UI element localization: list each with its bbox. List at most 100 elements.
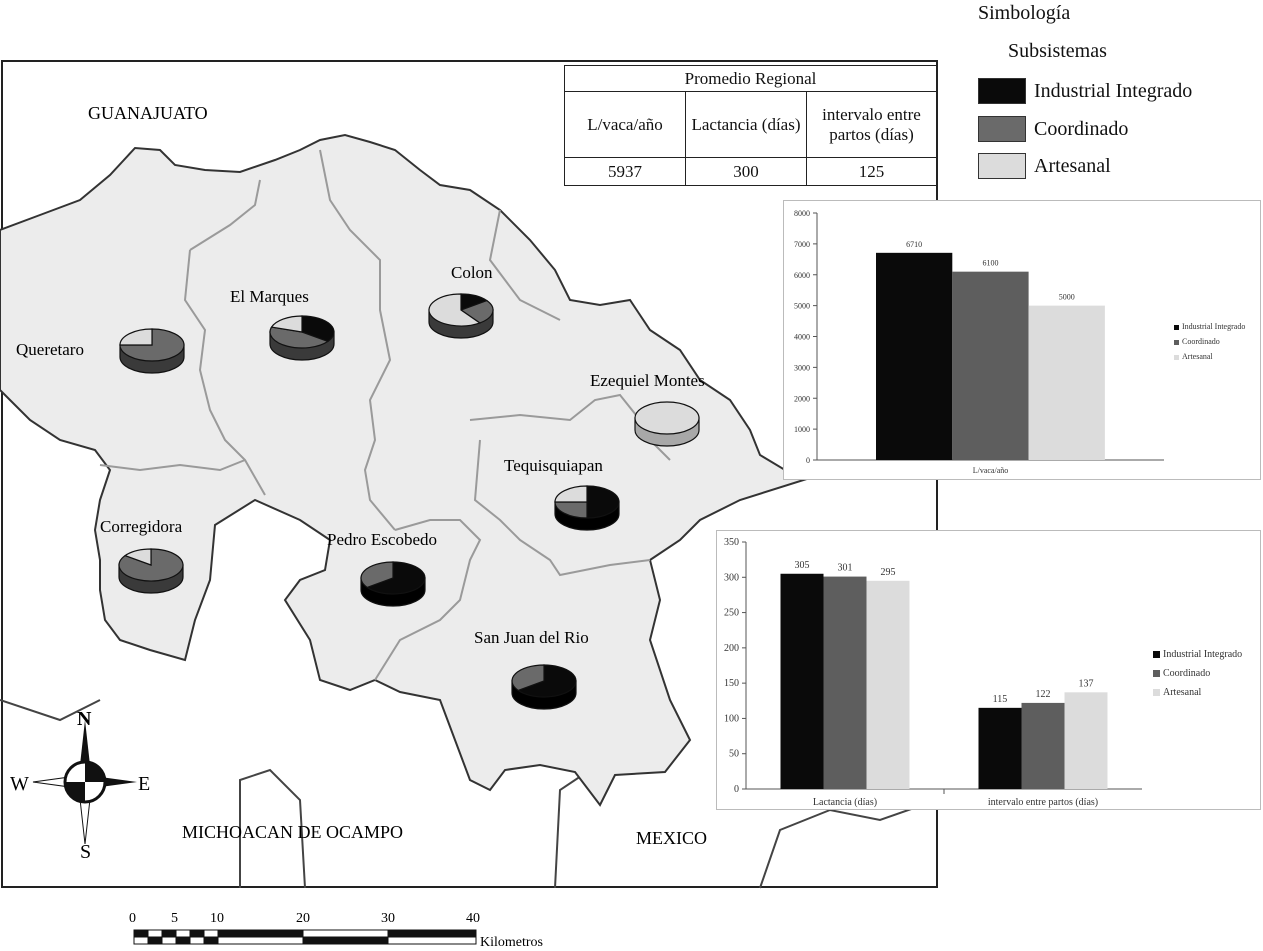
scale-tick-10: 10	[210, 911, 224, 926]
label-el-marques: El Marques	[230, 287, 309, 306]
y-tick-label: 7000	[794, 240, 810, 249]
data-label: 305	[795, 560, 810, 571]
table-cell: 5937	[564, 157, 686, 186]
municipal-pie-charts	[118, 293, 700, 710]
scale-tick-30: 30	[381, 911, 395, 926]
label-tequisquiapan: Tequisquiapan	[504, 456, 603, 475]
pie-colon	[428, 293, 494, 339]
chart-legend-swatch	[1174, 355, 1179, 360]
pie-pedro-escobedo	[360, 561, 426, 607]
pie-slice-coordinado	[269, 326, 330, 349]
bar-coordinado-l-vaca-ano	[952, 271, 1029, 460]
chart-legend-swatch	[1174, 325, 1179, 330]
y-tick-label: 0	[806, 456, 810, 465]
queretaro-region	[0, 133, 814, 807]
table-header: L/vaca/año	[564, 91, 686, 158]
bar-artesanal-intervalo-entre-partos-dias	[1064, 692, 1108, 789]
data-label: 122	[1036, 689, 1051, 700]
data-label: 6710	[906, 240, 922, 249]
y-tick-label: 8000	[794, 209, 810, 218]
bar-industrial-integrado-intervalo-entre-partos-dias	[978, 707, 1022, 789]
pie-slice-industrial-integrado	[516, 664, 577, 698]
pie-tequisquiapan	[554, 485, 620, 531]
y-tick-label: 3000	[794, 363, 810, 372]
legend-item-coordinado: Coordinado	[978, 116, 1128, 142]
y-tick-label: 4000	[794, 333, 810, 342]
pie-slice-artesanal	[123, 548, 152, 566]
x-category-label: intervalo entre partos (días)	[988, 797, 1098, 808]
bar-coordinado-lactancia-dias	[823, 576, 867, 789]
table-header: intervalo entre partos (días)	[806, 91, 937, 158]
legend-title: Simbología	[978, 2, 1071, 24]
chart-legend-label: Artesanal	[1163, 687, 1202, 698]
bar-artesanal-l-vaca-ano	[1028, 305, 1105, 460]
legend-label: Industrial Integrado	[1034, 79, 1193, 102]
pie-san-juan-del-rio	[511, 664, 577, 710]
chart-legend-swatch	[1153, 651, 1160, 658]
bar-artesanal-lactancia-dias	[866, 580, 910, 789]
label-michoacan: MICHOACAN DE OCAMPO	[182, 822, 403, 842]
pie-slice-artesanal	[634, 401, 700, 435]
pie-slice-artesanal	[428, 293, 482, 327]
label-corregidora: Corregidora	[100, 517, 183, 536]
x-category-label: L/vaca/año	[973, 466, 1009, 475]
chart-legend-label: Industrial Integrado	[1163, 649, 1242, 660]
y-tick-label: 50	[729, 749, 739, 760]
legend-label: Artesanal	[1034, 154, 1111, 177]
compass-e: E	[138, 773, 150, 795]
chart-legend-label: Artesanal	[1182, 352, 1213, 361]
compass-w: W	[10, 773, 29, 795]
y-tick-label: 200	[724, 643, 739, 654]
pie-slice-industrial-integrado	[365, 561, 426, 595]
legend-swatch-industrial	[978, 78, 1026, 104]
label-ezequiel-montes: Ezequiel Montes	[590, 371, 705, 390]
scale-tick-0: 0	[129, 911, 136, 926]
regional-average-table: Promedio Regional L/vaca/año Lactancia (…	[564, 65, 937, 186]
pie-queretaro	[119, 328, 185, 374]
map-canvas: GUANAJUATO MICHOACAN DE OCAMPO MEXICO Qu…	[0, 103, 938, 889]
table-title: Promedio Regional	[564, 65, 937, 92]
chart-lactation-interval-svg: 0 50 100 150 200 250 300 350 305 301 295 Lactancia …	[724, 537, 1242, 808]
chart-legend-label: Coordinado	[1163, 668, 1210, 679]
pie-slice-coordinado	[554, 501, 588, 519]
label-colon: Colon	[451, 263, 493, 282]
y-tick-label: 5000	[794, 302, 810, 311]
bar-coordinado-intervalo-entre-partos-dias	[1021, 702, 1065, 789]
compass-rose: N S W E	[10, 708, 150, 863]
pie-el-marques	[269, 315, 335, 361]
chart-legend-label: Industrial Integrado	[1182, 322, 1245, 331]
y-tick-label: 250	[724, 608, 739, 619]
pie-slice-coordinado	[119, 328, 185, 362]
legend-swatch-coordinado	[978, 116, 1026, 142]
label-guanajuato: GUANAJUATO	[88, 103, 208, 123]
pie-slice-artesanal	[554, 485, 588, 503]
y-tick-label: 1000	[794, 425, 810, 434]
chart-legend-swatch	[1153, 670, 1160, 677]
x-category-label: Lactancia (días)	[813, 797, 877, 808]
y-tick-label: 2000	[794, 394, 810, 403]
chart-milk-yield-svg: 0 1000 2000 3000 4000 5000 6000 7000 8000 6710 610…	[794, 209, 1245, 475]
table-cell: 125	[806, 157, 937, 186]
pie-slice-industrial-integrado	[301, 315, 335, 343]
scale-bar: 0 5 10 20 30 40 Kilometros	[129, 911, 543, 950]
compass-n: N	[77, 708, 92, 730]
chart-legend-swatch	[1153, 689, 1160, 696]
label-mexico: MEXICO	[636, 828, 707, 848]
label-san-juan-del-rio: San Juan del Rio	[474, 628, 589, 647]
municipal-borders	[99, 149, 671, 681]
pie-slice-artesanal	[270, 315, 303, 333]
chart-legend-swatch	[1174, 340, 1179, 345]
pie-corregidora	[118, 548, 184, 594]
data-label: 301	[838, 563, 853, 574]
y-tick-label: 150	[724, 678, 739, 689]
y-tick-label: 350	[724, 537, 739, 548]
label-pedro-escobedo: Pedro Escobedo	[327, 530, 437, 549]
pie-slice-coordinado	[459, 299, 494, 324]
y-tick-label: 0	[734, 784, 739, 795]
y-tick-label: 100	[724, 713, 739, 724]
legend-subtitle: Subsistemas	[1008, 40, 1107, 62]
table-header: Lactancia (días)	[685, 91, 807, 158]
scale-tick-40: 40	[466, 911, 480, 926]
legend-label: Coordinado	[1034, 117, 1129, 140]
chart-legend-label: Coordinado	[1182, 337, 1220, 346]
